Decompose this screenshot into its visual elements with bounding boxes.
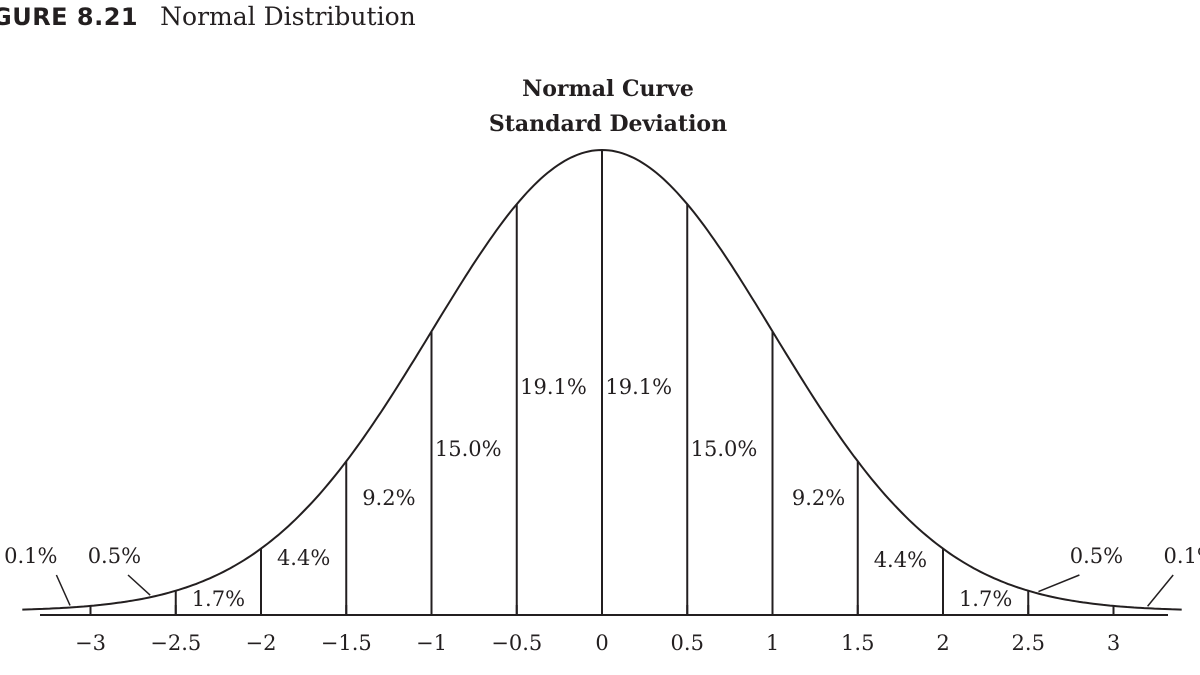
leader-line: [127, 574, 151, 596]
x-tick-label: −2.5: [150, 631, 201, 655]
segment-label: 0.1%: [4, 544, 57, 568]
segment-label: 1.7%: [192, 587, 245, 611]
figure-caption-text: Normal Distribution: [160, 2, 416, 31]
x-tick-label: 2.5: [1012, 631, 1045, 655]
segment-label: 19.1%: [520, 375, 587, 399]
segment-labels: 0.1% 0.5% 1.7% 4.4% 9.2% 15.0% 19.1% 19.1% 15.0%…: [4, 375, 1200, 611]
leader-line: [55, 574, 71, 606]
x-tick-label: −3: [75, 631, 106, 655]
segment-label: 9.2%: [362, 486, 415, 510]
x-tick-label: −1.5: [321, 631, 372, 655]
x-tick-label: −0.5: [491, 631, 542, 655]
x-tick-label: 1: [766, 631, 779, 655]
segment-label: 1.7%: [959, 587, 1012, 611]
x-axis-ticks: −3 −2.5 −2 −1.5 −1 −0.5 0 0.5 1 1.5 2 2.5 3: [75, 605, 1120, 655]
x-tick-label: 2: [936, 631, 949, 655]
x-tick-label: 3: [1107, 631, 1120, 655]
segment-label: 4.4%: [277, 546, 330, 570]
chart-subtitle: Standard Deviation: [489, 111, 727, 137]
x-tick-label: 1.5: [841, 631, 874, 655]
x-tick-label: 0.5: [671, 631, 704, 655]
segment-label: 4.4%: [874, 548, 927, 572]
segment-label: 19.1%: [605, 375, 672, 399]
segment-label: 0.1%: [1164, 544, 1200, 568]
figure-caption: GURE 8.21 Normal Distribution: [0, 0, 416, 34]
normal-curve: [22, 148, 1182, 611]
x-tick-label: −1: [416, 631, 447, 655]
sd-dividers: [174, 150, 1030, 615]
x-tick-label: 0: [595, 631, 608, 655]
figure-number: GURE 8.21: [0, 3, 139, 31]
segment-label: 0.5%: [1070, 544, 1123, 568]
segment-label: 15.0%: [435, 437, 502, 461]
tail-leader-lines: [55, 574, 1174, 607]
segment-label: 0.5%: [88, 544, 141, 568]
x-tick-label: −2: [246, 631, 277, 655]
segment-label: 15.0%: [691, 437, 758, 461]
leader-line: [1038, 574, 1080, 593]
segment-label: 9.2%: [792, 486, 845, 510]
leader-line: [1147, 574, 1174, 607]
chart-title: Normal Curve: [522, 76, 694, 102]
